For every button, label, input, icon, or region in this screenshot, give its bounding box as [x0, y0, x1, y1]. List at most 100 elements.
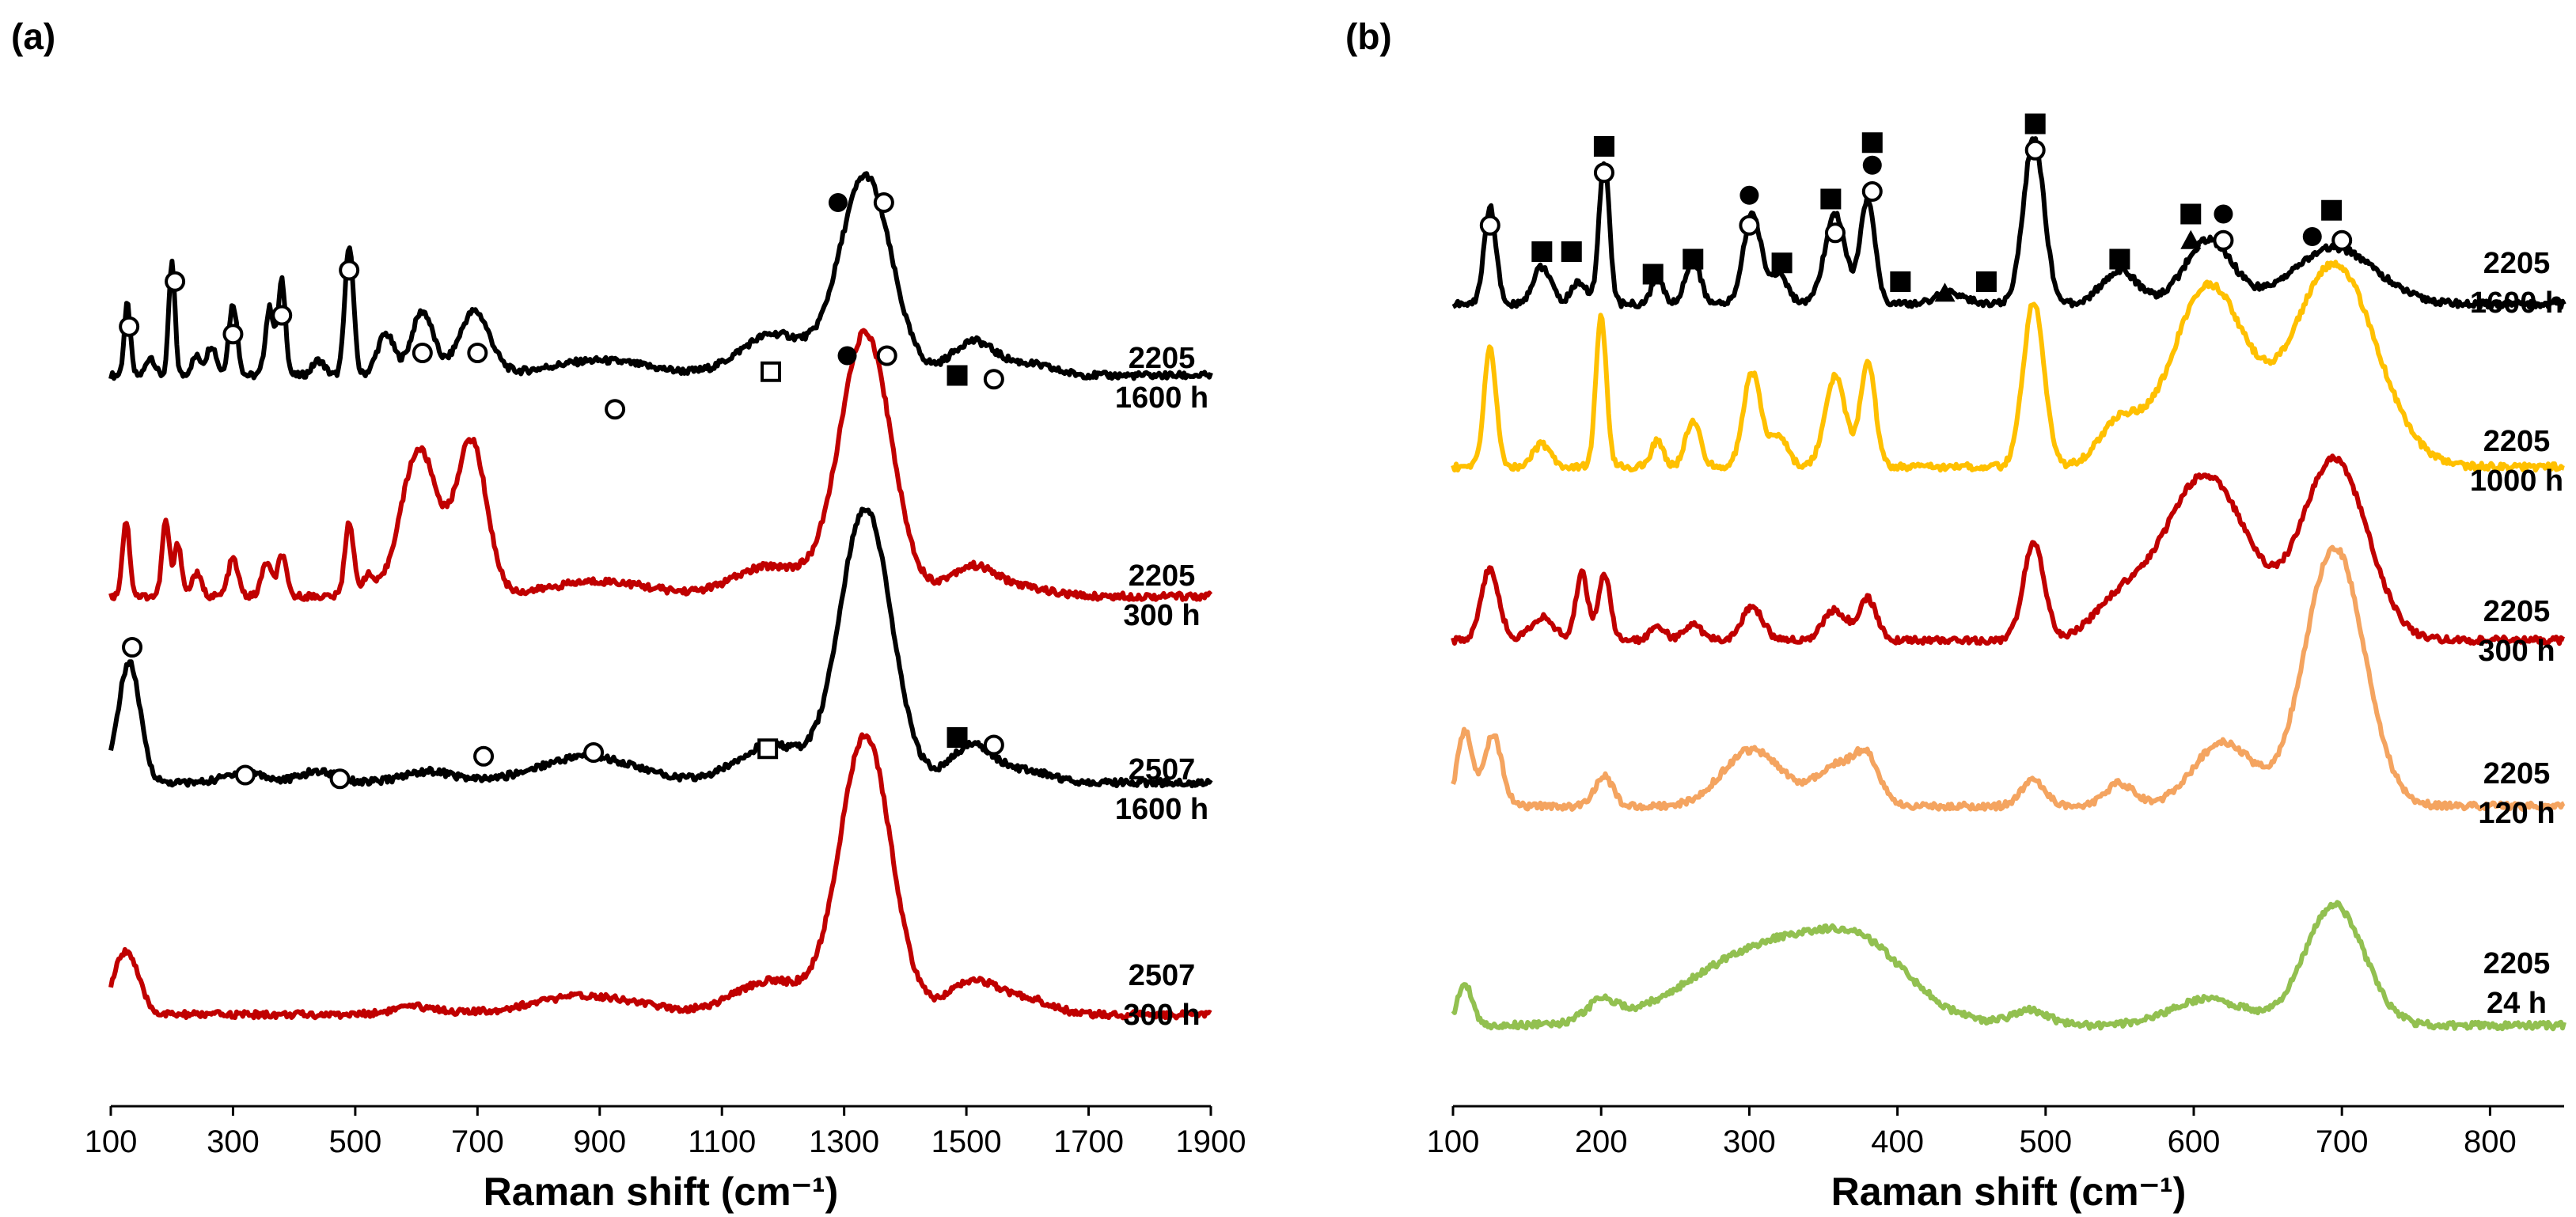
series-label-time: 300 h — [2478, 635, 2555, 668]
series-label-alloy: 2205 — [2483, 247, 2551, 280]
marker-filled-square — [947, 365, 968, 386]
x-tick-label: 600 — [2168, 1124, 2221, 1159]
series-2205-300-h: 2205 300 h — [108, 328, 1213, 632]
series-2205-300-h: 2205 300 h — [1451, 453, 2565, 668]
marker-open-circle — [2024, 139, 2046, 161]
marker-filled-square — [1861, 132, 1883, 154]
marker-filled-square — [1975, 271, 1997, 292]
panel-label: (a) — [11, 16, 55, 57]
series-label-alloy: 2507 — [1129, 753, 1196, 787]
marker-open-circle — [2331, 229, 2353, 251]
x-tick-label: 700 — [2316, 1124, 2369, 1159]
series-2205-1600-h: 2205 1600 h — [108, 171, 1213, 420]
x-tick-label: 100 — [1427, 1124, 1480, 1159]
marker-open-circle — [473, 745, 495, 767]
marker-open-circle — [605, 399, 626, 420]
series-2205-1000-h: 2205 1000 h — [1451, 260, 2565, 498]
series-label-time: 1000 h — [2470, 464, 2563, 498]
series-label-time: 1600 h — [2470, 286, 2563, 320]
series-line — [1451, 260, 2565, 473]
series-label-time: 120 h — [2478, 797, 2555, 830]
series-label-alloy: 2205 — [2483, 757, 2551, 790]
marker-open-circle — [1739, 214, 1760, 236]
x-tick-label: 400 — [1871, 1124, 1924, 1159]
x-tick-label: 500 — [2019, 1124, 2072, 1159]
series-line — [108, 171, 1213, 381]
series-label-alloy: 2205 — [2483, 595, 2551, 628]
marker-filled-square — [2321, 199, 2343, 221]
marker-filled-square — [2024, 113, 2046, 135]
x-tick-label: 700 — [451, 1124, 504, 1159]
x-tick-label: 300 — [207, 1124, 260, 1159]
marker-open-circle — [234, 764, 256, 786]
chart-panel-b: (b) 100 200 300 400 500 600 700 800 Raman shift (… — [1345, 16, 2567, 1214]
x-axis-title: Raman shift (cm⁻¹) — [484, 1170, 839, 1214]
marker-filled-square — [1820, 188, 1842, 210]
x-tick-label: 200 — [1575, 1124, 1628, 1159]
x-tick-label: 100 — [85, 1124, 138, 1159]
series-label-alloy: 2205 — [1129, 342, 1196, 375]
series-label-alloy: 2507 — [1129, 959, 1196, 992]
series-2507-1600-h: 2507 1600 h — [108, 506, 1213, 826]
marker-filled-square — [1890, 271, 1911, 292]
x-tick-label: 1500 — [931, 1124, 1002, 1159]
marker-open-circle — [983, 369, 1004, 390]
marker-filled-square — [1531, 241, 1553, 262]
series-line — [108, 732, 1212, 1021]
series-label-alloy: 2205 — [1129, 559, 1196, 593]
marker-open-circle — [119, 316, 140, 337]
marker-open-circle — [2213, 229, 2234, 251]
x-tick-label: 900 — [573, 1124, 626, 1159]
marker-filled-circle — [1862, 155, 1882, 175]
series-line — [1451, 900, 2567, 1032]
series-line — [1451, 136, 2567, 310]
marker-open-circle — [873, 192, 894, 213]
marker-filled-square — [2180, 203, 2202, 225]
series-2205-24-h: 2205 24 h — [1451, 900, 2567, 1032]
marker-open-circle — [1824, 222, 1846, 244]
marker-filled-circle — [837, 346, 857, 366]
series-label-time: 1600 h — [1115, 381, 1208, 415]
marker-open-circle — [412, 343, 433, 363]
marker-filled-circle — [2302, 227, 2322, 246]
marker-open-circle — [122, 637, 143, 658]
marker-filled-square — [1593, 136, 1614, 157]
series-label-alloy: 2205 — [2483, 425, 2551, 458]
marker-filled-square — [1771, 252, 1793, 274]
marker-open-circle — [1593, 162, 1614, 184]
marker-filled-square — [1683, 248, 1704, 270]
marker-open-circle — [165, 271, 186, 292]
series-line — [1451, 453, 2565, 646]
marker-filled-circle — [1739, 185, 1759, 205]
series-label-alloy: 2205 — [2483, 947, 2551, 980]
marker-filled-circle — [2214, 204, 2233, 224]
marker-filled-triangle — [1934, 282, 1956, 302]
series-label-time: 300 h — [1123, 599, 1200, 632]
marker-open-circle — [467, 343, 488, 363]
x-tick-label: 1900 — [1176, 1124, 1246, 1159]
series-line — [108, 506, 1213, 789]
marker-open-square — [757, 738, 779, 760]
marker-filled-square — [2109, 248, 2130, 270]
x-tick-label: 500 — [329, 1124, 382, 1159]
panel-label: (b) — [1345, 16, 1392, 57]
marker-filled-circle — [828, 193, 848, 212]
marker-open-circle — [876, 345, 897, 366]
series-line — [108, 328, 1213, 602]
series-2507-300-h: 2507 300 h — [108, 732, 1212, 1032]
marker-open-circle — [222, 324, 244, 345]
marker-open-square — [761, 361, 781, 382]
marker-filled-square — [947, 727, 968, 748]
x-tick-label: 800 — [2464, 1124, 2517, 1159]
series-2205-120-h: 2205 120 h — [1451, 544, 2566, 830]
series-2205-1600-h: 2205 1600 h — [1451, 113, 2567, 320]
x-tick-label: 1100 — [688, 1124, 756, 1159]
series-label-time: 24 h — [2487, 987, 2547, 1020]
series-line — [1451, 544, 2566, 812]
series-label-time: 1600 h — [1115, 793, 1208, 826]
x-tick-label: 1300 — [809, 1124, 879, 1159]
marker-open-circle — [983, 734, 1004, 756]
x-axis-title: Raman shift (cm⁻¹) — [1831, 1170, 2187, 1214]
marker-open-circle — [329, 768, 351, 790]
